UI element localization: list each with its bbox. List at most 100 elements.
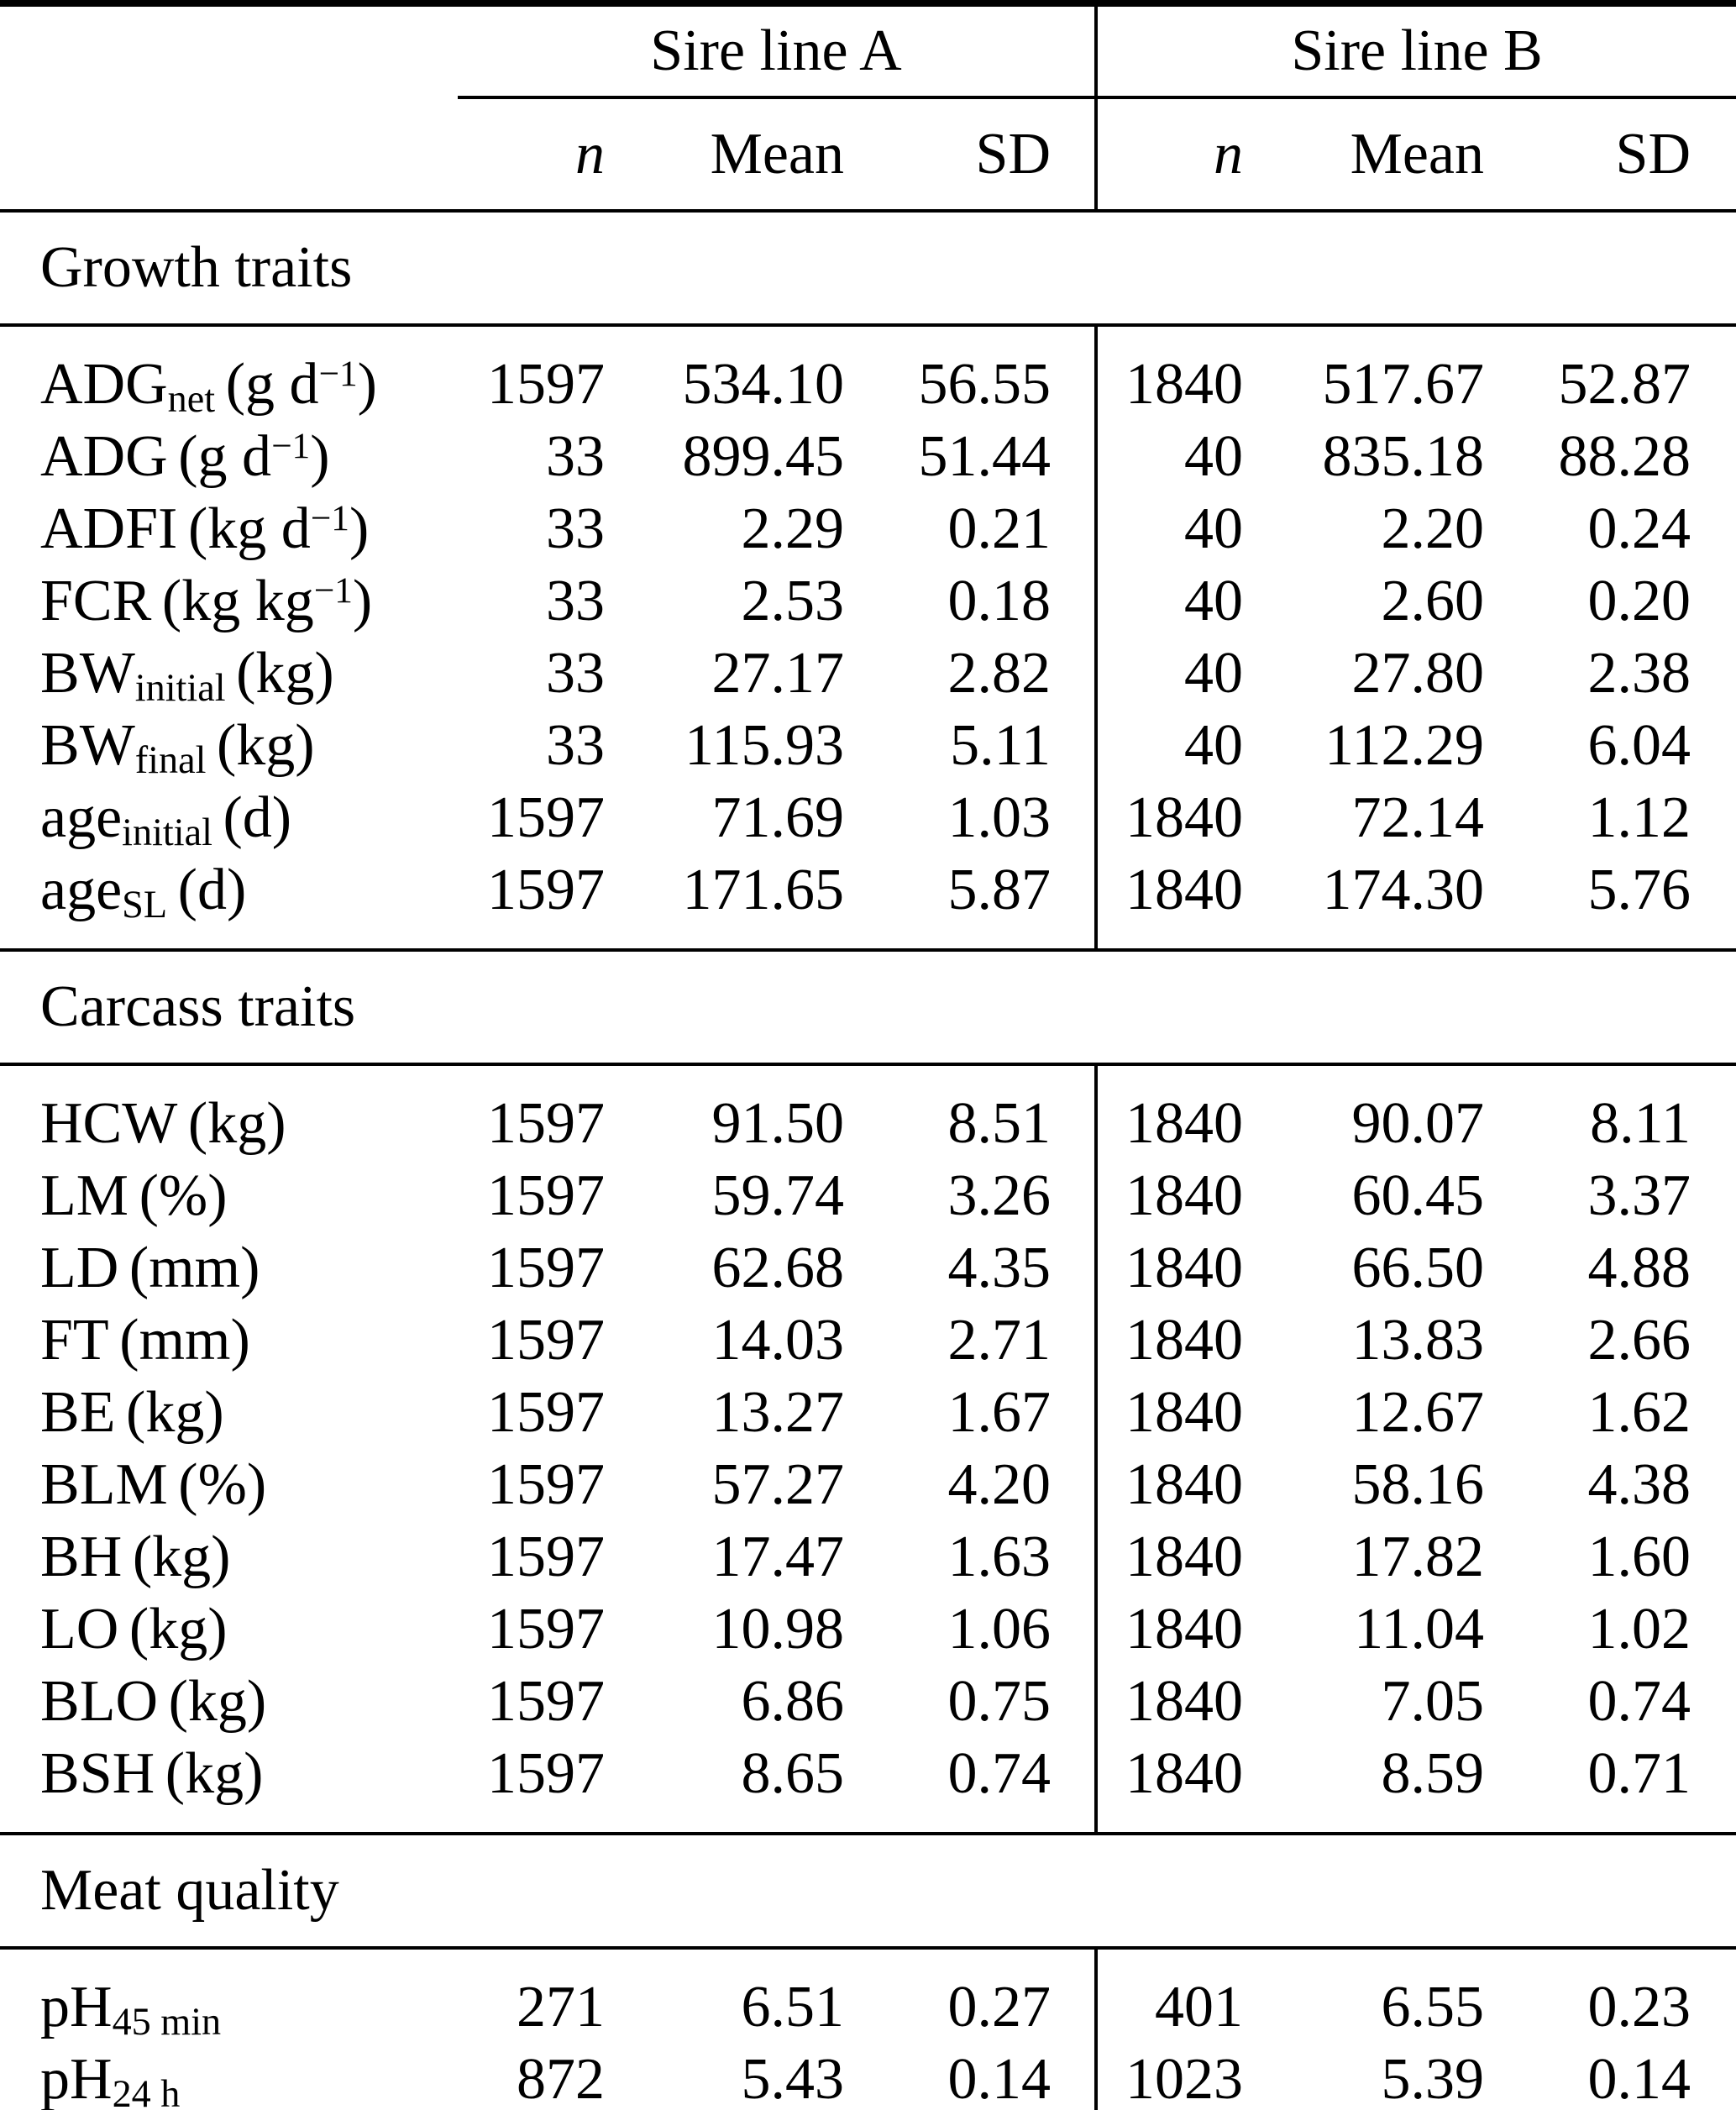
cell-mean-b: 72.14 [1351,785,1485,850]
trait-name: ADG [40,352,168,417]
cell-mean-b: 17.82 [1351,1525,1485,1589]
trait-name: LD [40,1236,119,1300]
table-row: BWfinal (kg) 33 115.93 5.11 40 112.29 6.0… [0,710,1736,782]
cell-n-a: 1597 [487,785,605,850]
empty-corner-cell [0,3,458,97]
trait-name: age [40,785,123,850]
cell-mean-b: 7.05 [1381,1669,1485,1734]
trait-label: FCR (kg kg−1) [0,565,458,638]
trait-unit-exponent: −1 [313,570,353,611]
trait-unit: (kg d [187,496,311,561]
table-row: BLM (%) 1597 57.27 4.20 1840 58.16 4.38 [0,1449,1736,1521]
cell-sd-a: 0.27 [947,1975,1052,2039]
trait-unit: (kg) [165,1741,264,1806]
trait-subscript: initial [122,811,212,854]
table-row: ADGnet (g d−1) 1597 534.10 56.55 1840 517… [0,325,1736,421]
cell-mean-a: 17.47 [711,1525,845,1589]
cell-sd-a: 2.71 [947,1308,1052,1373]
cell-n-b: 1840 [1094,854,1244,950]
cell-n-a: 1597 [487,1597,605,1661]
trait-unit: (kg) [132,1525,231,1589]
cell-n-b: 1840 [1094,1666,1244,1738]
trait-unit-close: ) [357,352,377,417]
cell-sd-b: 1.62 [1587,1380,1691,1445]
cell-mean-b: 6.55 [1381,1975,1485,2039]
cell-sd-b: 0.23 [1587,1975,1691,2039]
cell-n-a: 1597 [487,1236,605,1300]
cell-n-a: 1597 [487,858,605,922]
cell-n-b: 40 [1094,710,1244,782]
cell-sd-b: 0.24 [1587,496,1691,561]
cell-mean-b: 174.30 [1322,858,1485,922]
cell-mean-a: 171.65 [682,858,845,922]
trait-label: ageSL (d) [0,854,458,950]
cell-mean-b: 112.29 [1324,713,1485,778]
trait-label: ADG (g d−1) [0,421,458,493]
table-row: ageinitial (d) 1597 71.69 1.03 1840 72.14… [0,782,1736,854]
trait-unit: (kg kg [161,569,314,633]
table-row: FT (mm) 1597 14.03 2.71 1840 13.83 2.66 [0,1304,1736,1377]
group-header-row: Sire line A Sire line B [0,3,1736,99]
cell-n-b: 40 [1094,421,1244,493]
trait-subscript: net [167,377,216,421]
table-row: pH24 h 872 5.43 0.14 1023 5.39 0.14 [0,2044,1736,2110]
trait-name: FCR [40,569,152,633]
trait-subscript: initial [134,666,226,710]
trait-name: BW [40,641,135,706]
trait-label: ADGnet (g d−1) [0,325,458,421]
trait-name: BSH [40,1741,155,1806]
section-header-carcass-traits: Carcass traits [0,948,1736,1066]
cell-mean-b: 66.50 [1351,1236,1485,1300]
cell-mean-b: 12.67 [1351,1380,1485,1445]
cell-mean-a: 57.27 [711,1452,845,1517]
cell-mean-a: 27.17 [711,641,845,706]
trait-name: age [40,858,123,922]
trait-unit: (g d [178,424,272,489]
cell-mean-b: 27.80 [1351,641,1485,706]
table-row: BSH (kg) 1597 8.65 0.74 1840 8.59 0.71 [0,1738,1736,1834]
trait-label: BWfinal (kg) [0,710,458,782]
cell-sd-a: 51.44 [918,424,1052,489]
trait-name: HCW [40,1091,178,1156]
trait-name: LM [40,1163,128,1228]
trait-unit: (kg) [126,1380,224,1445]
cell-n-b: 1840 [1094,1738,1244,1834]
table-row: FCR (kg kg−1) 33 2.53 0.18 40 2.60 0.20 [0,565,1736,638]
cell-sd-b: 1.02 [1587,1597,1691,1661]
trait-label: LM (%) [0,1160,458,1232]
cell-n-a: 1597 [487,1669,605,1734]
trait-label: pH45 min [0,1948,458,2044]
table-row: ADG (g d−1) 33 899.45 51.44 40 835.18 88.… [0,421,1736,493]
cell-sd-a: 0.14 [947,2047,1052,2110]
cell-sd-b: 52.87 [1558,352,1691,417]
cell-sd-a: 0.18 [947,569,1052,633]
trait-label: BLM (%) [0,1449,458,1521]
cell-sd-b: 0.20 [1587,569,1691,633]
cell-mean-a: 5.43 [741,2047,845,2110]
table-row: BLO (kg) 1597 6.86 0.75 1840 7.05 0.74 [0,1666,1736,1738]
cell-n-a: 33 [546,424,605,489]
cell-sd-a: 5.87 [947,858,1052,922]
trait-unit-close: ) [349,496,370,561]
section-title: Meat quality [0,1832,1736,1950]
cell-n-b: 1840 [1094,1377,1244,1449]
trait-name: ADG [40,424,168,489]
cell-n-b: 1840 [1094,325,1244,421]
trait-label: FT (mm) [0,1304,458,1377]
trait-unit: (kg) [168,1669,267,1734]
cell-sd-a: 0.75 [947,1669,1052,1734]
cell-sd-a: 4.20 [947,1452,1052,1517]
trait-unit: (mm) [119,1308,250,1373]
cell-mean-a: 59.74 [711,1163,845,1228]
section-title: Carcass traits [0,948,1736,1066]
trait-unit: (g d [225,352,319,417]
cell-n-a: 1597 [487,1452,605,1517]
cell-sd-a: 1.67 [947,1380,1052,1445]
column-header-row: n Mean SD n Mean SD [0,97,1736,211]
trait-unit-close: ) [352,569,373,633]
cell-sd-b: 1.12 [1587,785,1691,850]
cell-n-b: 1023 [1094,2044,1244,2110]
column-header-n-a: n [575,121,605,186]
cell-mean-a: 534.10 [682,352,845,417]
